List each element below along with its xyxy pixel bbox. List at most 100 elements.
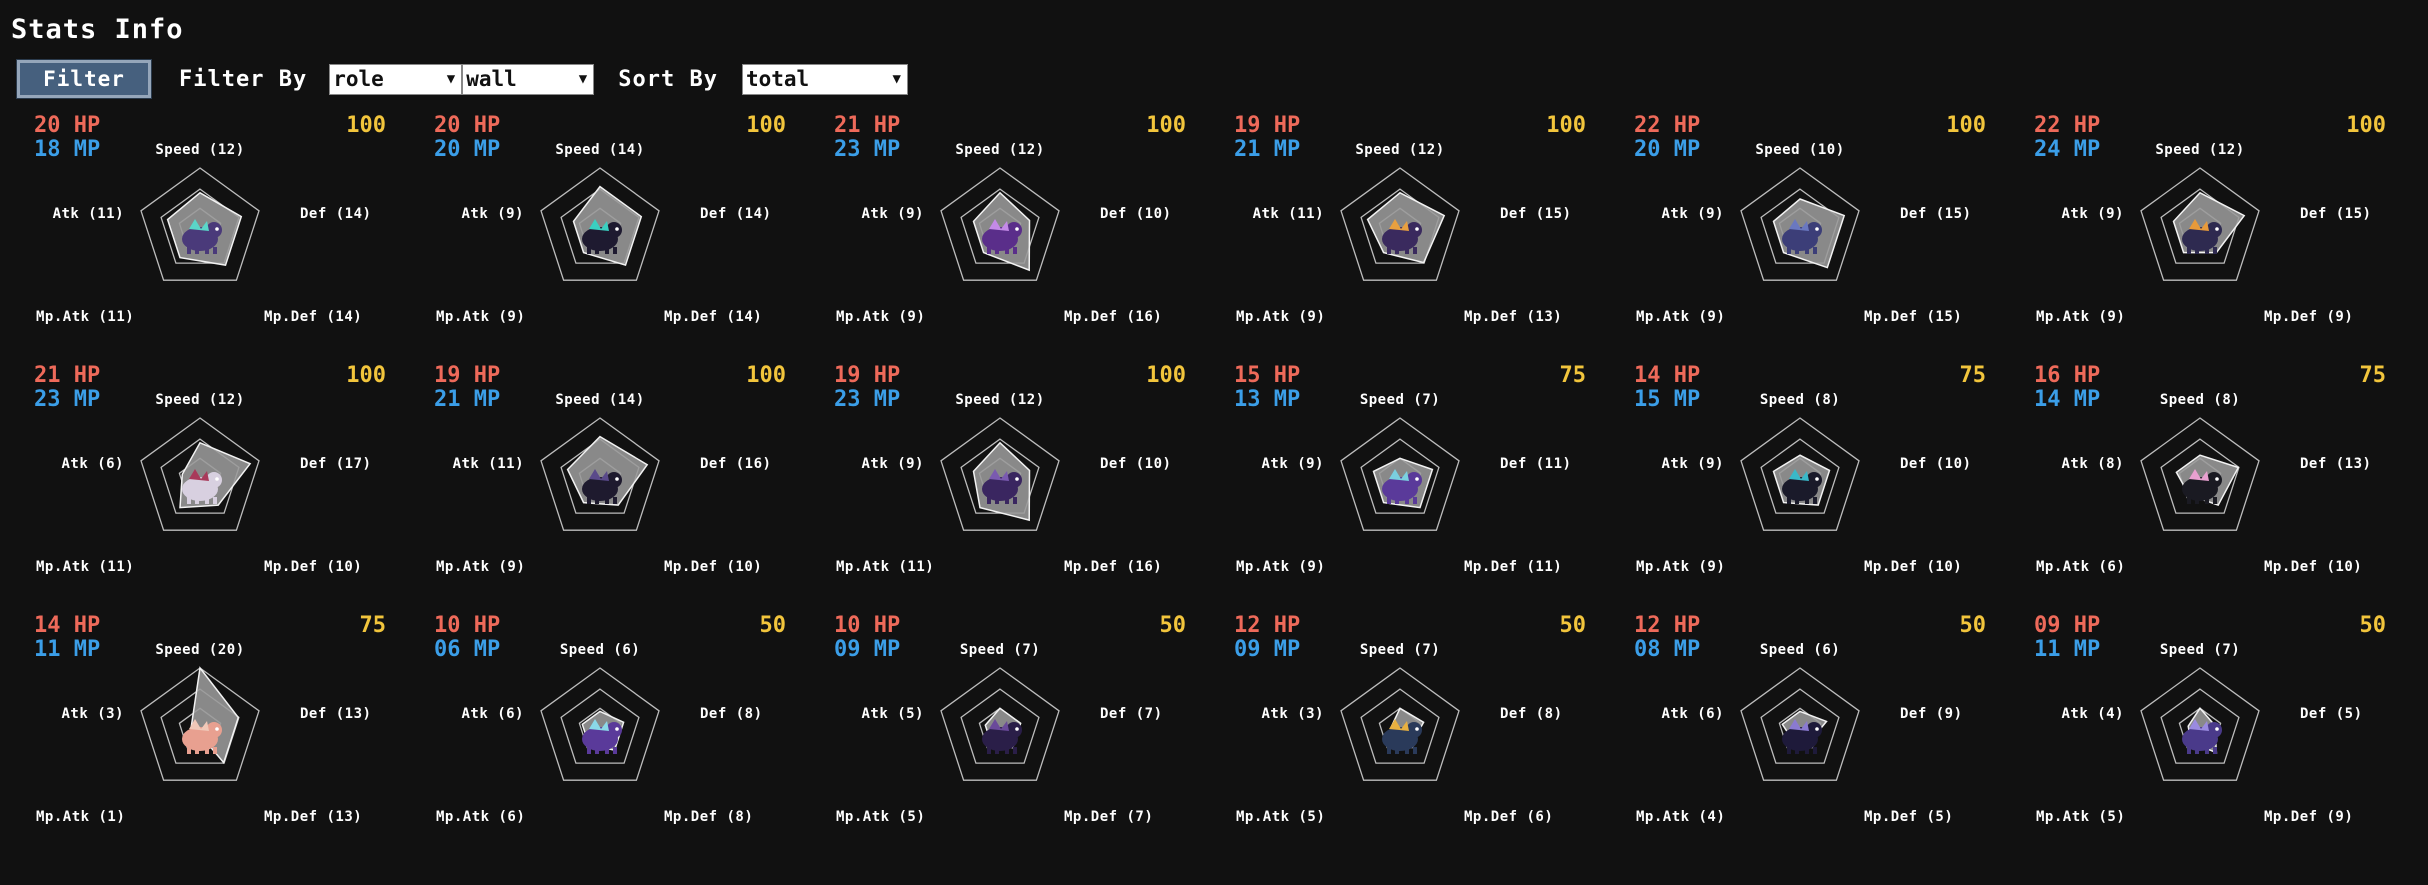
hp-value: 22 HP: [1634, 113, 1701, 138]
def-stat-label: Def (15): [1500, 206, 1572, 222]
score-value: 75: [1959, 363, 1987, 388]
monster-card[interactable]: 19 HP 21 MP 100 Speed (14) Atk (11) Def (16) M…: [400, 360, 800, 600]
mp-atk-stat-label: Mp.Atk (6): [2036, 559, 2126, 575]
monster-card[interactable]: 22 HP 24 MP 100 Speed (12) Atk (9) Def (15) Mp…: [2000, 110, 2400, 350]
def-stat-label: Def (7): [1100, 706, 1163, 722]
mp-value: 20 MP: [1634, 137, 1701, 162]
monster-card[interactable]: 19 HP 23 MP 100 Speed (12) Atk (9) Def (10) Mp…: [800, 360, 1200, 600]
speed-stat-label: Speed (20): [155, 642, 245, 658]
monster-card[interactable]: 16 HP 14 MP 75 Speed (8) Atk (8) Def (13) Mp.A…: [2000, 360, 2400, 600]
sort-by-label: Sort By: [618, 66, 718, 92]
radar-grid-ring: [1340, 667, 1460, 781]
mp-atk-stat-label: Mp.Atk (11): [36, 309, 135, 325]
atk-stat-label: Atk (6): [1661, 706, 1724, 722]
speed-stat-label: Speed (7): [1359, 642, 1441, 658]
score-value: 50: [759, 613, 787, 638]
mp-def-stat-label: Mp.Def (10): [264, 559, 363, 575]
monster-card[interactable]: 20 HP 18 MP 100 Speed (12) Atk (11) Def (14) M…: [0, 110, 400, 350]
mp-value: 09 MP: [834, 637, 901, 662]
radar-grid-ring: [1360, 688, 1440, 764]
def-stat-label: Def (14): [700, 206, 772, 222]
radar-grid-ring: [560, 688, 640, 764]
mp-value: 11 MP: [34, 637, 101, 662]
mp-value: 23 MP: [834, 387, 901, 412]
score-value: 75: [359, 613, 387, 638]
hp-value: 21 HP: [34, 363, 101, 388]
creature-sprite: [982, 469, 1022, 504]
monster-card[interactable]: 10 HP 06 MP 50 Speed (6) Atk (6) Def (8) Mp.At…: [400, 610, 800, 850]
score-value: 100: [2346, 113, 2386, 138]
radar-grid-ring: [2140, 167, 2260, 281]
filter-type-select[interactable]: wall ▼: [462, 63, 595, 95]
monster-card[interactable]: 14 HP 11 MP 75 Speed (20) Atk (3) Def (13) Mp.…: [0, 610, 400, 850]
mp-def-stat-label: Mp.Def (9): [2264, 809, 2354, 825]
speed-stat-label: Speed (12): [955, 392, 1045, 408]
mp-value: 18 MP: [34, 137, 101, 162]
mp-atk-stat-label: Mp.Atk (9): [1636, 559, 1726, 575]
radar-grid-ring: [1740, 417, 1860, 531]
creature-sprite: [1782, 219, 1822, 254]
def-stat-label: Def (16): [700, 456, 772, 472]
filter-button[interactable]: Filter: [16, 59, 152, 99]
monster-card[interactable]: 15 HP 13 MP 75 Speed (7) Atk (9) Def (11) Mp.A…: [1200, 360, 1600, 600]
mp-def-stat-label: Mp.Def (9): [2264, 309, 2354, 325]
filter-role-select[interactable]: role ▼: [329, 63, 463, 95]
mp-value: 21 MP: [1234, 137, 1301, 162]
def-stat-label: Def (10): [1100, 456, 1172, 472]
radar-grid-ring: [940, 167, 1060, 281]
hp-value: 09 HP: [2034, 613, 2101, 638]
hp-value: 12 HP: [1634, 613, 1701, 638]
radar-grid-ring: [960, 688, 1040, 764]
hp-value: 19 HP: [434, 363, 501, 388]
def-stat-label: Def (15): [2300, 206, 2372, 222]
speed-stat-label: Speed (12): [955, 142, 1045, 158]
atk-stat-label: Atk (3): [61, 706, 124, 722]
monster-card[interactable]: 10 HP 09 MP 50 Speed (7) Atk (5) Def (7) Mp.At…: [800, 610, 1200, 850]
mp-value: 14 MP: [2034, 387, 2101, 412]
def-stat-label: Def (13): [300, 706, 372, 722]
monster-card[interactable]: 19 HP 21 MP 100 Speed (12) Atk (11) Def (15) M…: [1200, 110, 1600, 350]
def-stat-label: Def (8): [700, 706, 763, 722]
mp-atk-stat-label: Mp.Atk (9): [436, 559, 526, 575]
mp-def-stat-label: Mp.Def (16): [1064, 559, 1163, 575]
mp-def-stat-label: Mp.Def (13): [1464, 309, 1563, 325]
monster-card[interactable]: 22 HP 20 MP 100 Speed (10) Atk (9) Def (15) Mp…: [1600, 110, 2000, 350]
radar-grid-ring: [140, 667, 260, 781]
atk-stat-label: Atk (5): [861, 706, 924, 722]
sort-select[interactable]: total ▼: [741, 63, 908, 95]
hp-value: 19 HP: [834, 363, 901, 388]
def-stat-label: Def (9): [1900, 706, 1963, 722]
monster-card[interactable]: 12 HP 08 MP 50 Speed (6) Atk (6) Def (9) Mp.At…: [1600, 610, 2000, 850]
creature-sprite: [1382, 219, 1422, 254]
mp-def-stat-label: Mp.Def (8): [664, 809, 754, 825]
monster-card[interactable]: 21 HP 23 MP 100 Speed (12) Atk (9) Def (10) Mp…: [800, 110, 1200, 350]
monster-card[interactable]: 20 HP 20 MP 100 Speed (14) Atk (9) Def (14) Mp…: [400, 110, 800, 350]
radar-grid-ring: [940, 667, 1060, 781]
creature-sprite: [182, 469, 222, 504]
monster-grid: 20 HP 18 MP 100 Speed (12) Atk (11) Def (14) M…: [0, 110, 2428, 870]
def-stat-label: Def (15): [1900, 206, 1972, 222]
mp-atk-stat-label: Mp.Atk (5): [1236, 809, 1326, 825]
creature-sprite: [582, 469, 622, 504]
def-stat-label: Def (8): [1500, 706, 1563, 722]
mp-def-stat-label: Mp.Def (14): [264, 309, 363, 325]
speed-stat-label: Speed (8): [1759, 392, 1841, 408]
monster-card[interactable]: 12 HP 09 MP 50 Speed (7) Atk (3) Def (8) Mp.At…: [1200, 610, 1600, 850]
mp-atk-stat-label: Mp.Atk (9): [836, 309, 926, 325]
radar-grid-ring: [540, 667, 660, 781]
monster-card[interactable]: 14 HP 15 MP 75 Speed (8) Atk (9) Def (10) Mp.A…: [1600, 360, 2000, 600]
atk-stat-label: Atk (4): [2061, 706, 2124, 722]
monster-card[interactable]: 09 HP 11 MP 50 Speed (7) Atk (4) Def (5) Mp.At…: [2000, 610, 2400, 850]
def-stat-label: Def (5): [2300, 706, 2363, 722]
score-value: 100: [1146, 363, 1186, 388]
mp-def-stat-label: Mp.Def (10): [664, 559, 763, 575]
speed-stat-label: Speed (10): [1755, 142, 1845, 158]
hp-value: 15 HP: [1234, 363, 1301, 388]
speed-stat-label: Speed (14): [555, 392, 645, 408]
mp-def-stat-label: Mp.Def (11): [1464, 559, 1563, 575]
def-stat-label: Def (10): [1100, 206, 1172, 222]
page-title: Stats Info: [11, 14, 184, 45]
speed-stat-label: Speed (7): [1359, 392, 1441, 408]
score-value: 100: [346, 363, 386, 388]
monster-card[interactable]: 21 HP 23 MP 100 Speed (12) Atk (6) Def (17) Mp…: [0, 360, 400, 600]
